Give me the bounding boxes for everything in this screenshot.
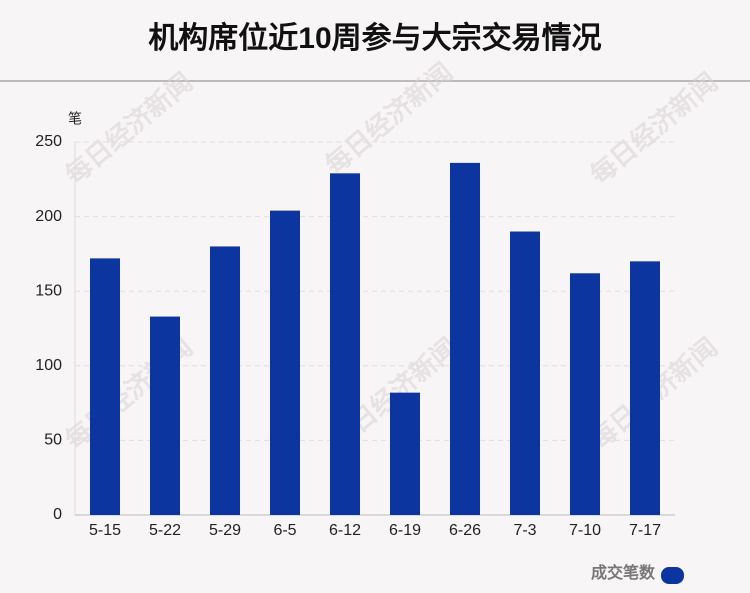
bar — [150, 316, 180, 515]
bar — [390, 392, 420, 515]
x-tick-label: 6-26 — [449, 522, 481, 539]
x-tick-label: 6-19 — [389, 522, 421, 539]
x-tick-label: 7-10 — [569, 522, 601, 539]
bar — [510, 231, 540, 515]
x-tick-label: 6-12 — [329, 522, 361, 539]
bar — [330, 173, 360, 515]
bar — [570, 273, 600, 515]
legend-swatch — [661, 567, 684, 584]
y-tick-label: 150 — [35, 282, 62, 299]
bar — [270, 210, 300, 515]
x-tick-label: 7-3 — [513, 522, 536, 539]
y-tick-label: 0 — [53, 506, 62, 523]
x-tick-label: 5-15 — [89, 522, 121, 539]
x-tick-label: 5-22 — [149, 522, 181, 539]
x-tick-label: 6-5 — [273, 522, 296, 539]
y-tick-label: 100 — [35, 357, 62, 374]
y-tick-label: 200 — [35, 208, 62, 225]
x-tick-label: 7-17 — [629, 522, 661, 539]
y-axis-label: 笔 — [68, 111, 82, 127]
bar — [450, 162, 480, 515]
x-tick-label: 5-29 — [209, 522, 241, 539]
bar — [630, 261, 660, 515]
bar — [90, 258, 120, 515]
y-tick-label: 250 — [35, 133, 62, 150]
chart-title: 机构席位近10周参与大宗交易情况 — [148, 21, 601, 55]
y-tick-label: 50 — [44, 432, 62, 449]
legend-label: 成交笔数 — [591, 563, 656, 582]
bar — [210, 246, 240, 515]
